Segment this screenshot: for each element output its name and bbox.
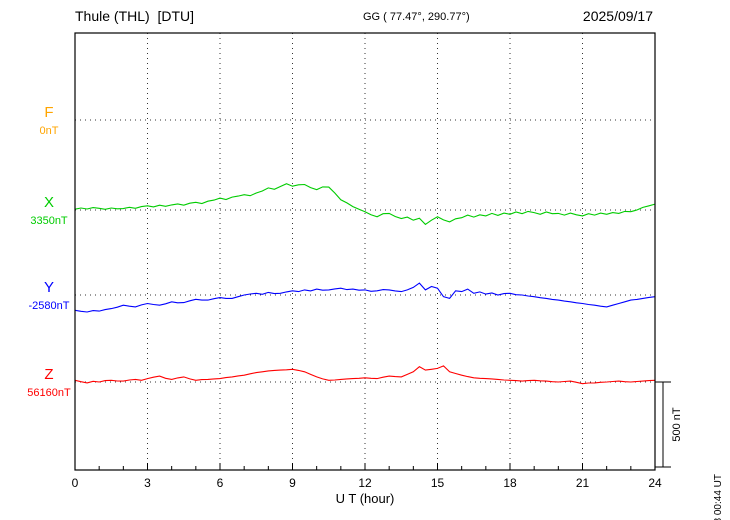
series-baseline-value-Z: 56160nT: [27, 387, 71, 399]
series-label-Z: Z: [44, 366, 53, 383]
series-baseline-value-X: 3350nT: [30, 215, 68, 227]
x-tick-label: 15: [431, 476, 445, 490]
x-axis-title: U T (hour): [336, 491, 395, 506]
series-label-Y: Y: [44, 279, 54, 296]
x-tick-label: 12: [358, 476, 372, 490]
x-tick-label: 6: [217, 476, 224, 490]
trace-X: [74, 183, 656, 226]
series-baseline-value-F: 0nT: [40, 125, 59, 137]
plot-border: [74, 32, 656, 471]
trace-Y: [74, 282, 656, 313]
series-label-F: F: [44, 104, 53, 121]
series-label-X: X: [44, 194, 54, 211]
plot-date: 2025/09/17: [582, 8, 653, 24]
trace-Z: [74, 365, 656, 385]
geographic-coords: GG ( 77.47°, 290.77°): [363, 11, 470, 23]
x-tick-label: 0: [72, 476, 79, 490]
x-tick-label: 9: [289, 476, 296, 490]
x-tick-label: 24: [648, 476, 662, 490]
station-title: Thule (THL) [DTU]: [75, 8, 195, 24]
plotted-at-note: Plotted at 2025/10/18 00:44 UT: [713, 474, 724, 520]
x-tick-label: 18: [503, 476, 517, 490]
x-tick-label: 21: [576, 476, 590, 490]
scale-bar-label: 500 nT: [671, 407, 683, 442]
x-tick-label: 3: [144, 476, 151, 490]
series-baseline-value-Y: -2580nT: [29, 300, 70, 312]
